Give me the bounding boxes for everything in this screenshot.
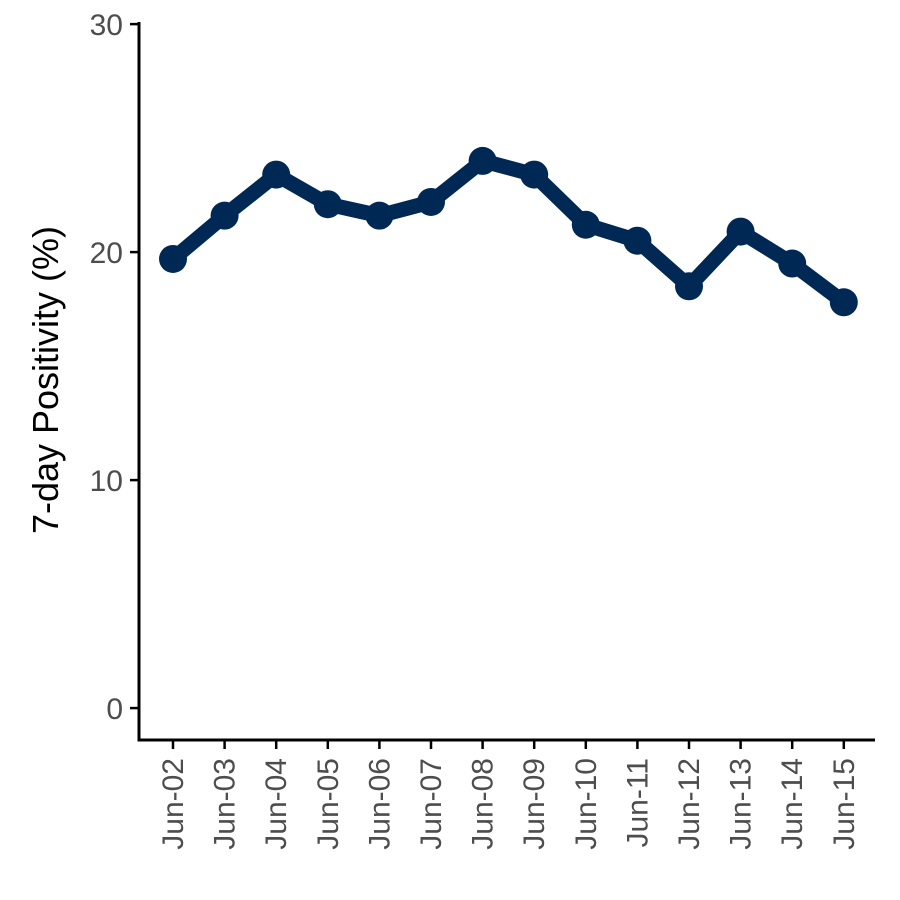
y-tick-label: 0 bbox=[106, 693, 123, 726]
x-tick-label: Jun-10 bbox=[570, 758, 603, 850]
data-point bbox=[417, 187, 445, 216]
series-layer bbox=[159, 146, 858, 317]
data-point bbox=[778, 249, 807, 278]
data-point bbox=[726, 217, 755, 246]
x-tick-label: Jun-09 bbox=[518, 758, 551, 850]
x-tick-label: Jun-07 bbox=[415, 758, 448, 850]
data-point bbox=[210, 201, 239, 230]
data-point bbox=[520, 160, 549, 189]
x-axis-ticks: Jun-02 Jun-03 Jun-04 Jun-05 Jun-06 Jun-07 Jun-… bbox=[157, 740, 861, 850]
x-tick-label: Jun-14 bbox=[776, 758, 809, 850]
y-axis-ticks: 0 10 20 30 bbox=[90, 9, 139, 726]
data-point bbox=[365, 201, 394, 230]
y-tick-label: 30 bbox=[90, 9, 123, 42]
x-tick-label: Jun-15 bbox=[828, 758, 861, 850]
data-point bbox=[262, 160, 291, 189]
data-point bbox=[829, 288, 858, 317]
data-point bbox=[571, 210, 600, 239]
data-point bbox=[675, 272, 703, 301]
x-tick-label: Jun-03 bbox=[209, 758, 242, 850]
x-tick-label: Jun-08 bbox=[467, 758, 500, 850]
data-point bbox=[159, 244, 187, 273]
data-point bbox=[623, 226, 652, 255]
x-tick-label: Jun-06 bbox=[363, 758, 396, 850]
x-tick-label: Jun-05 bbox=[312, 758, 345, 850]
data-point bbox=[468, 146, 497, 175]
x-tick-label: Jun-13 bbox=[725, 758, 758, 850]
y-tick-label: 20 bbox=[90, 237, 123, 270]
data-point bbox=[313, 190, 342, 219]
y-axis-title: 7-day Positivity (%) bbox=[25, 226, 66, 534]
x-tick-label: Jun-12 bbox=[673, 758, 706, 850]
x-tick-label: Jun-02 bbox=[157, 758, 190, 850]
y-tick-label: 10 bbox=[90, 465, 123, 498]
x-tick-label: Jun-04 bbox=[260, 758, 293, 850]
x-tick-label: Jun-11 bbox=[621, 758, 654, 848]
